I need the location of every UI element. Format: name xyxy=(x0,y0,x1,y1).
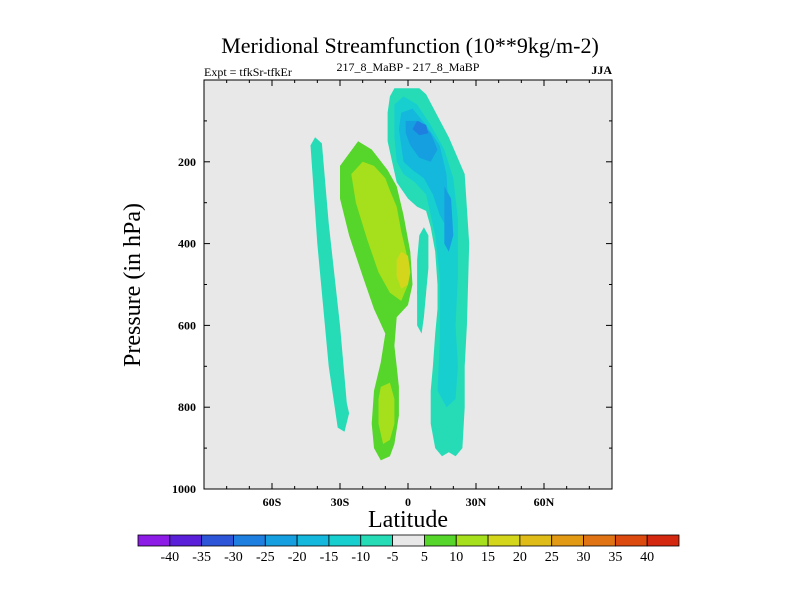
subtitle-center: 217_8_MaBP - 217_8_MaBP xyxy=(337,60,480,74)
colorbar-swatch xyxy=(424,534,457,547)
colorbar-swatch xyxy=(328,534,362,547)
colorbar-swatch xyxy=(137,534,171,547)
colorbar-label: 10 xyxy=(449,550,463,565)
colorbar-label: 20 xyxy=(513,550,527,565)
contour-regions xyxy=(310,88,470,461)
colorbar-swatch xyxy=(169,534,203,547)
contour-region-7 xyxy=(417,227,429,334)
colorbar-label: -5 xyxy=(387,550,399,565)
colorbar-swatch xyxy=(264,534,298,547)
colorbar-label: -20 xyxy=(288,550,307,565)
colorbar-label: -25 xyxy=(256,550,275,565)
colorbar-label: -35 xyxy=(192,550,211,565)
contour-region-2 xyxy=(351,161,408,301)
colorbar-label: -15 xyxy=(320,550,339,565)
colorbar-swatch xyxy=(296,534,330,547)
y-tick-label: 800 xyxy=(178,400,196,414)
colorbar-label: 35 xyxy=(608,550,622,565)
colorbar-label: -40 xyxy=(160,550,179,565)
contour-region-11 xyxy=(444,186,454,252)
x-tick-label: 60S xyxy=(263,495,282,509)
colorbar-swatch xyxy=(233,534,266,547)
colorbar-label: -30 xyxy=(224,550,243,565)
colorbar-label: -10 xyxy=(351,550,370,565)
chart-title: Meridional Streamfunction (10**9kg/m-2) xyxy=(221,33,599,58)
y-axis-label: Pressure (in hPa) xyxy=(120,203,146,367)
colorbar-swatch xyxy=(360,534,393,547)
colorbar-label: 15 xyxy=(481,550,495,565)
y-tick-label: 600 xyxy=(178,318,196,332)
colorbar-swatch xyxy=(646,534,680,547)
y-tick-label: 200 xyxy=(178,155,196,169)
colorbar-swatch xyxy=(201,534,234,547)
colorbar-label: 5 xyxy=(421,550,428,565)
colorbar-swatch xyxy=(392,534,425,547)
y-tick-label: 400 xyxy=(178,237,196,251)
contour-region-12 xyxy=(412,120,429,136)
x-tick-label: 30S xyxy=(331,495,350,509)
colorbar-label: 25 xyxy=(545,550,559,565)
colorbar-swatch xyxy=(583,534,616,547)
colorbar-label: 40 xyxy=(640,550,654,565)
x-tick-label: 60N xyxy=(534,495,555,509)
y-tick-label: 1000 xyxy=(172,482,196,496)
colorbar-swatch xyxy=(551,534,584,547)
x-tick-label: 30N xyxy=(466,495,487,509)
subtitle-right: JJA xyxy=(591,63,612,77)
axis-ticks: 60S 30S 0 30N 60N 200 400 600 800 1000 xyxy=(172,80,612,509)
contour-region-10 xyxy=(405,120,438,162)
contour-region-4 xyxy=(378,382,395,444)
colorbar-swatch xyxy=(455,534,489,547)
contour-region-3 xyxy=(396,251,411,289)
x-tick-label: 0 xyxy=(405,495,411,509)
colorbar-swatch xyxy=(519,534,553,547)
colorbar: -40 -35 -30 -25 -20 -15 -10 -5 5 10 15 20 25 30 35 40 xyxy=(137,534,680,565)
colorbar-label: 30 xyxy=(577,550,591,565)
subtitle-left: Expt = tfkSr-tfkEr xyxy=(204,65,292,79)
contour-region-0 xyxy=(310,137,350,432)
colorbar-swatch xyxy=(487,534,521,547)
colorbar-swatch xyxy=(614,534,648,547)
x-axis-label: Latitude xyxy=(368,507,448,533)
